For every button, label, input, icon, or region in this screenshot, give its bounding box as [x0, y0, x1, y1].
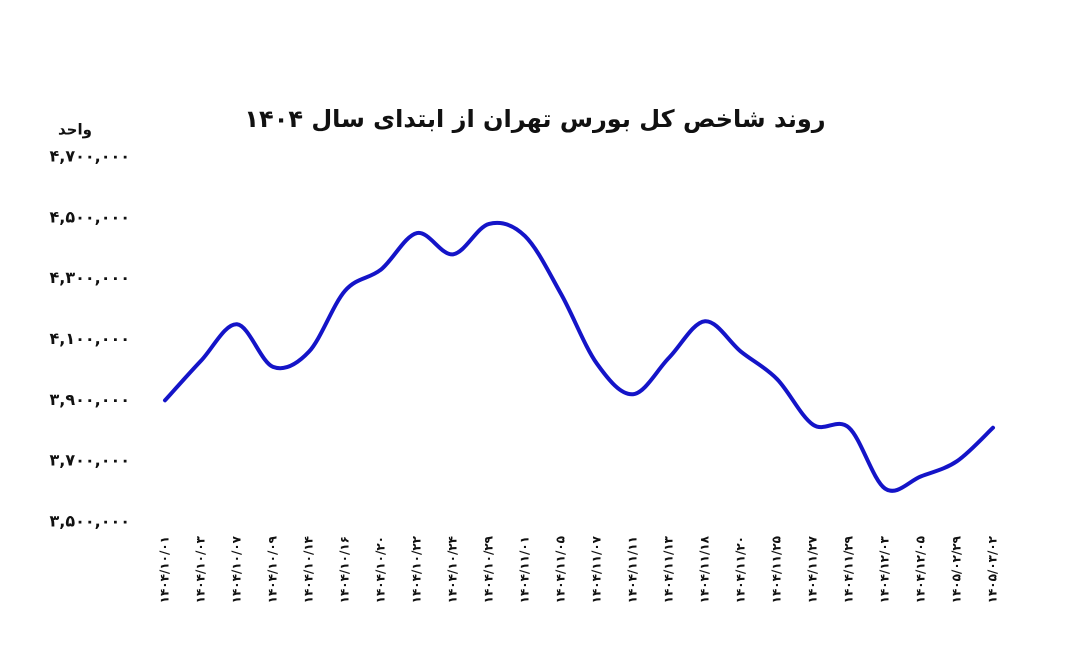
x-tick-label: ۱۴۰۴/۱۱/۲۹ [842, 535, 856, 603]
y-tick-label: ۳,۹۰۰,۰۰۰ [49, 390, 130, 409]
y-tick-label: ۴,۱۰۰,۰۰۰ [49, 329, 130, 348]
y-tick-label: ۳,۷۰۰,۰۰۰ [49, 451, 130, 470]
x-tick-label: ۱۴۰۴/۱۲/۰۳ [878, 535, 892, 603]
x-tick-label: ۱۴۰۴/۱۰/۰۷ [230, 535, 244, 603]
x-tick-label: ۱۴۰۴/۱۰/۲۰ [374, 536, 388, 603]
x-tick-label: ۱۴۰۴/۱۰/۲۹ [482, 535, 496, 603]
x-tick-label: ۱۴۰۴/۱۱/۰۱ [518, 536, 532, 603]
x-tick-label: ۱۴۰۴/۱۱/۱۳ [662, 535, 676, 603]
x-tick-label: ۱۴۰۴/۱۰/۱۴ [302, 536, 316, 603]
x-tick-label: ۱۴۰۴/۱۱/۱۱ [626, 536, 640, 603]
line [163, 220, 995, 493]
x-tick-label: ۱۴۰۴/۱۱/۱۸ [698, 535, 712, 603]
x-tick-label: ۱۴۰۴/۱۰/۰۳ [194, 535, 208, 603]
x-tick-label: ۱۴۰۴/۱۱/۲۷ [806, 535, 820, 603]
x-tick-label: ۱۴۰۴/۱۱/۲۰ [734, 536, 748, 603]
x-tick-label: ۱۴۰۴/۱۰/۲۲ [410, 535, 424, 603]
y-axis-label: واحد [58, 121, 92, 139]
y-tick-label: ۴,۵۰۰,۰۰۰ [49, 207, 130, 226]
chart-title: روند شاخص کل بورس تهران از ابتدای سال ۱۴… [244, 105, 825, 133]
x-tick-label: ۱۴۰۵/۰۳/۰۲ [986, 535, 1000, 603]
y-tick-label: ۴,۷۰۰,۰۰۰ [49, 147, 130, 166]
x-tick-label: ۱۴۰۴/۱۱/۰۷ [590, 535, 604, 603]
x-tick-label: ۱۴۰۴/۱۱/۲۵ [770, 536, 784, 603]
y-tick-label: ۳,۵۰۰,۰۰۰ [49, 512, 130, 531]
x-tick-label: ۱۴۰۵/۰۲/۲۹ [950, 535, 964, 603]
x-tick-label: ۱۴۰۴/۱۲/۰۵ [914, 536, 928, 603]
x-tick-label: ۱۴۰۴/۱۰/۰۹ [266, 535, 280, 603]
x-tick-label: ۱۴۰۴/۱۰/۱۶ [338, 536, 352, 603]
x-tick-label: ۱۴۰۴/۱۰/۲۴ [446, 536, 460, 603]
y-tick-label: ۴,۳۰۰,۰۰۰ [49, 268, 130, 287]
x-tick-label: ۱۴۰۴/۱۰/۰۱ [158, 536, 172, 603]
x-tick-label: ۱۴۰۴/۱۱/۰۵ [554, 536, 568, 603]
